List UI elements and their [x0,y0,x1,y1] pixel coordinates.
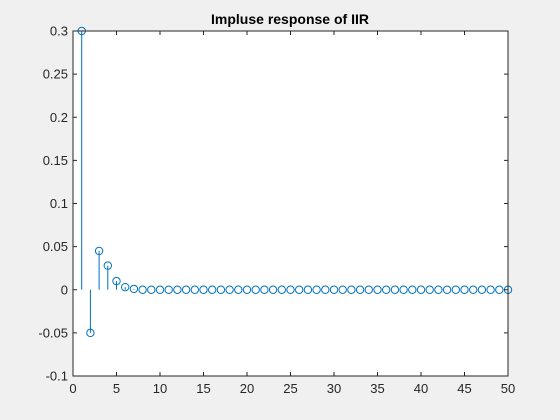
stem-marker [399,285,408,294]
x-tick-label: 15 [196,381,210,396]
y-tick-label: 0.1 [50,196,68,211]
stem-marker [147,285,156,294]
stem-marker [268,285,278,294]
stem-marker [164,285,173,294]
stem-marker [469,285,478,294]
stem-marker [477,285,487,294]
stem-marker [121,282,130,292]
x-tick-label: 0 [69,381,76,396]
x-tick-label: 40 [414,381,428,396]
x-tick-label: 5 [113,381,120,396]
stem-marker [442,285,452,294]
x-tick-label: 10 [153,381,167,396]
stem-marker [460,285,469,294]
stem-marker [129,284,139,294]
stem-marker [190,285,200,294]
stem-marker [338,285,347,294]
stem-marker [103,261,113,270]
stem-marker [329,285,339,294]
y-axis: -0.1 -0.05 0 0.05 0.1 0.15 0.2 0.25 0.3 [38,24,508,384]
stem-marker [216,285,226,294]
y-tick-label: 0.15 [43,153,68,168]
x-tick-label: 20 [240,381,254,396]
stem-marker [94,246,104,256]
stem-marker [355,285,365,294]
y-tick-label: 0.3 [50,24,68,39]
stem-marker [382,285,391,294]
stem-marker [303,285,313,294]
stem-marker [347,285,356,294]
stem-marker [242,285,252,294]
stem-marker [277,285,286,294]
y-tick-label: 0.2 [50,110,68,125]
stem-marker [295,285,304,294]
stem-marker [138,285,147,294]
stem-marker [425,285,434,294]
stem-marker [416,285,426,294]
stem-marker [155,285,165,294]
stem-marker [112,276,121,286]
stem-marker [408,285,417,294]
stem-marker [486,285,495,294]
x-axis: 0 5 10 15 20 25 30 35 40 45 50 [69,31,515,396]
stem-marker [286,285,295,294]
x-tick-label: 35 [370,381,384,396]
stem-lines [81,31,135,333]
stem-marker [364,285,373,294]
y-tick-label: 0.05 [43,239,68,254]
x-tick-label: 25 [283,381,297,396]
stem-marker [495,285,504,294]
stem-marker [181,285,191,294]
stem-marker [373,285,382,294]
stem-marker [225,285,234,294]
x-tick-label: 30 [327,381,341,396]
y-tick-label: -0.05 [38,325,68,340]
y-tick-label: 0 [61,282,68,297]
stem-marker [312,285,321,294]
y-tick-label: 0.25 [43,67,68,82]
stem-marker [390,285,400,294]
stem-marker [434,285,443,294]
axes-background [73,31,508,376]
x-tick-label: 50 [501,381,515,396]
stem-marker [260,285,269,294]
stem-marker [173,285,182,294]
stem-marker [199,285,208,294]
stem-markers [77,26,513,338]
stem-marker [251,285,260,294]
stem-marker [208,285,217,294]
chart-title: Impluse response of IIR [211,11,369,27]
stem-marker [234,285,243,294]
y-tick-label: -0.1 [46,369,68,384]
stem-marker [321,285,330,294]
stem-marker [86,328,95,338]
x-tick-label: 45 [457,381,471,396]
stem-marker [451,285,460,294]
